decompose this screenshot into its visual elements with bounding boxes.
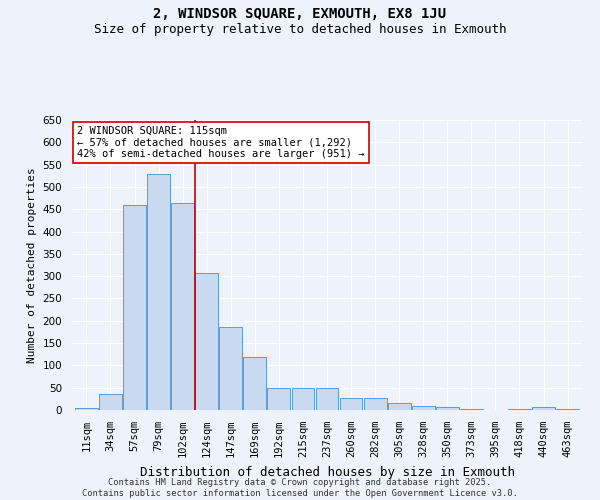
Bar [316,388,338,410]
Text: 2, WINDSOR SQUARE, EXMOUTH, EX8 1JU: 2, WINDSOR SQUARE, EXMOUTH, EX8 1JU [154,8,446,22]
Bar [244,358,266,410]
Bar [268,388,290,410]
X-axis label: Distribution of detached houses by size in Exmouth: Distribution of detached houses by size … [139,466,515,478]
Bar [220,328,242,410]
Bar [75,408,98,410]
Bar [412,406,434,410]
Bar [460,408,483,410]
Text: Contains HM Land Registry data © Crown copyright and database right 2025.
Contai: Contains HM Land Registry data © Crown c… [82,478,518,498]
Bar [340,398,362,410]
Bar [99,394,122,410]
Bar [388,404,410,410]
Bar [147,174,170,410]
Text: Size of property relative to detached houses in Exmouth: Size of property relative to detached ho… [94,22,506,36]
Bar [171,202,194,410]
Bar [123,205,146,410]
Bar [292,388,314,410]
Bar [508,408,531,410]
Bar [556,409,579,410]
Bar [436,408,459,410]
Bar [532,408,555,410]
Bar [195,273,218,410]
Text: 2 WINDSOR SQUARE: 115sqm
← 57% of detached houses are smaller (1,292)
42% of sem: 2 WINDSOR SQUARE: 115sqm ← 57% of detach… [77,126,365,159]
Bar [364,398,386,410]
Y-axis label: Number of detached properties: Number of detached properties [27,167,37,363]
